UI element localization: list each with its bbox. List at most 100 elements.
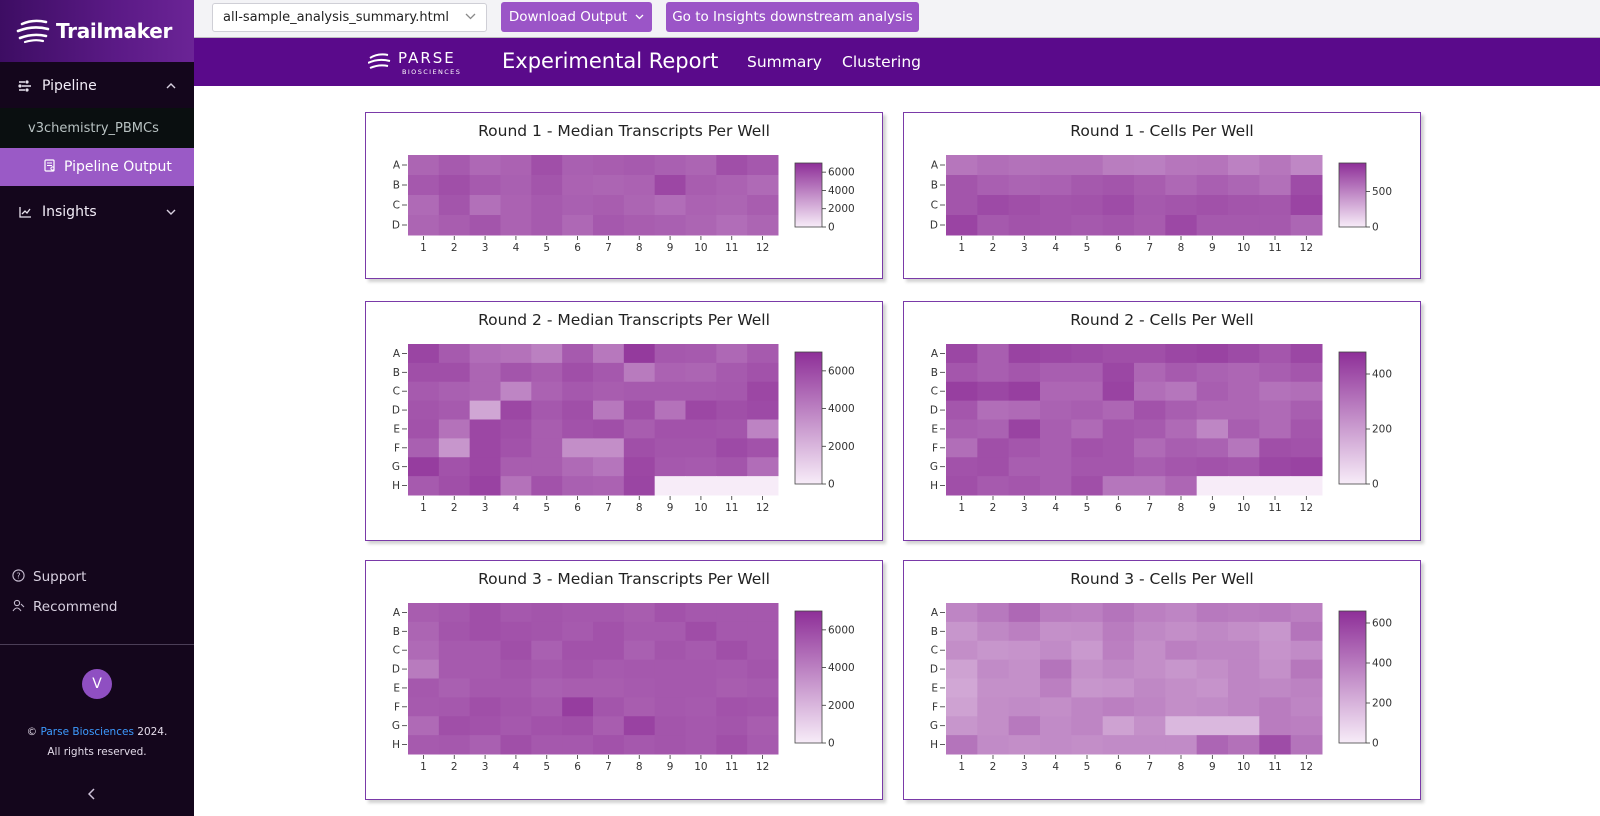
heatmap-cell — [946, 640, 978, 661]
heatmap-cell — [946, 175, 978, 196]
nav-insights[interactable]: Insights — [0, 190, 194, 234]
column-tick-label: 11 — [1268, 242, 1281, 254]
row-tick-label: H — [930, 480, 938, 492]
heatmap-cell — [438, 640, 471, 661]
heatmap-cell — [562, 735, 594, 755]
column-tick-label: 9 — [667, 242, 674, 254]
heatmap-panel-round3-transcripts: A B C D E F G H 1 2 3 4 5 6 7 8 9 10 11 12 0 2000 4000 6000 Rou… — [365, 560, 883, 800]
heatmap-cell — [438, 697, 471, 717]
heatmap-cell — [1228, 476, 1260, 496]
file-select[interactable]: all-sample_analysis_summary.html — [212, 3, 487, 32]
brand-header[interactable]: Trailmaker — [0, 0, 194, 62]
heatmap-cell — [1071, 344, 1104, 364]
company-link[interactable]: Parse Biosciences — [40, 726, 134, 738]
heatmap-cell — [1008, 716, 1041, 736]
heatmap-cell — [1008, 735, 1041, 755]
support-link[interactable]: ? Support — [0, 562, 194, 592]
column-tick-label: 5 — [543, 242, 550, 254]
heatmap-cell — [1071, 155, 1104, 176]
heatmap-cell — [1071, 362, 1104, 383]
heatmap-cell — [1259, 155, 1292, 176]
nav-pipeline[interactable]: Pipeline — [0, 64, 194, 108]
colorbar-tick-label: 4000 — [828, 662, 855, 674]
heatmap-cell — [1196, 400, 1229, 421]
user-icon — [12, 599, 25, 615]
heatmap-cell — [500, 362, 532, 383]
heatmap-cell — [623, 659, 656, 680]
column-tick-label: 4 — [513, 761, 520, 773]
heatmap-cell — [977, 735, 1010, 755]
chart-icon — [18, 205, 32, 219]
heatmap-cell — [1259, 678, 1292, 698]
heatmap-cell — [408, 476, 440, 496]
heatmap-cell — [1040, 678, 1072, 698]
column-tick-label: 6 — [574, 761, 581, 773]
heatmap-cell — [716, 195, 748, 216]
heatmap-cell — [1102, 640, 1135, 661]
avatar[interactable]: V — [82, 669, 112, 699]
heatmap-cell — [685, 438, 717, 458]
heatmap-cell — [946, 438, 978, 458]
heatmap-cell — [438, 344, 471, 364]
heatmap-cell — [685, 640, 717, 661]
tab-summary[interactable]: Summary — [747, 53, 822, 71]
download-output-button[interactable]: Download Output — [501, 2, 652, 32]
colorbar-tick-label: 0 — [828, 222, 835, 234]
heatmap-cell — [469, 362, 501, 383]
heatmap-cell — [747, 438, 779, 458]
column-tick-label: 3 — [1021, 761, 1028, 773]
heatmap-cell — [408, 400, 440, 421]
heatmap-cell — [716, 400, 748, 421]
heatmap-cell — [1259, 735, 1292, 755]
heatmap-cell — [531, 603, 563, 623]
row-tick-label: H — [930, 739, 938, 751]
row-tick-label: B — [931, 626, 938, 638]
heatmap-cell — [946, 678, 978, 698]
heatmap-cell — [469, 678, 501, 698]
heatmap-cell — [1040, 400, 1072, 421]
heatmap-cell — [562, 419, 594, 439]
heatmap-cell — [408, 697, 440, 717]
heatmap-cell — [1196, 603, 1229, 623]
sidebar-divider — [0, 644, 194, 645]
colorbar-tick-label: 4000 — [828, 403, 855, 415]
colorbar-tick-label: 500 — [1372, 186, 1392, 198]
heatmap-cell — [1040, 697, 1072, 717]
nav-pipeline-output[interactable]: Pipeline Output — [0, 148, 194, 186]
heatmap-cell — [1228, 659, 1260, 680]
heatmap-cell — [1040, 195, 1072, 216]
heatmap-cell — [469, 419, 501, 439]
heatmap-cell — [1102, 215, 1135, 236]
heatmap-cell — [1102, 659, 1135, 680]
heatmap-cell — [623, 457, 656, 477]
heatmap-cell — [747, 155, 779, 176]
heatmap-cell — [1196, 175, 1229, 196]
panel-title: Round 2 - Cells Per Well — [1070, 311, 1254, 329]
heatmap-cell — [747, 195, 779, 216]
row-tick-label: G — [930, 461, 938, 473]
row-tick-label: C — [393, 386, 400, 398]
heatmap-cell — [1040, 175, 1072, 196]
column-tick-label: 11 — [1268, 502, 1281, 514]
row-tick-label: A — [931, 607, 939, 619]
heatmap-cell — [1008, 381, 1041, 402]
go-to-insights-button[interactable]: Go to Insights downstream analysis — [666, 2, 919, 32]
heatmap-cell — [977, 716, 1010, 736]
heatmap-cell — [469, 400, 501, 421]
tab-clustering[interactable]: Clustering — [842, 53, 921, 71]
colorbar — [1338, 162, 1367, 228]
row-tick-label: B — [393, 367, 400, 379]
copyright-symbol: © — [26, 726, 38, 738]
heatmap-cell — [438, 215, 471, 236]
heatmap-cell — [716, 155, 748, 176]
heatmap-cell — [977, 195, 1010, 216]
nav-project[interactable]: v3chemistry_PBMCs — [0, 108, 194, 148]
colorbar — [794, 351, 823, 485]
heatmap-cell — [977, 400, 1010, 421]
column-tick-label: 5 — [1084, 242, 1091, 254]
collapse-sidebar-icon[interactable] — [87, 786, 96, 804]
heatmap-cell — [1196, 381, 1229, 402]
column-tick-label: 9 — [1209, 761, 1216, 773]
recommend-link[interactable]: Recommend — [0, 592, 194, 622]
